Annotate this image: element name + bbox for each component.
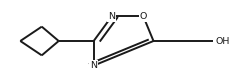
Text: OH: OH: [215, 36, 229, 46]
Text: O: O: [139, 12, 146, 21]
Text: N: N: [108, 12, 115, 21]
Text: N: N: [90, 61, 97, 70]
